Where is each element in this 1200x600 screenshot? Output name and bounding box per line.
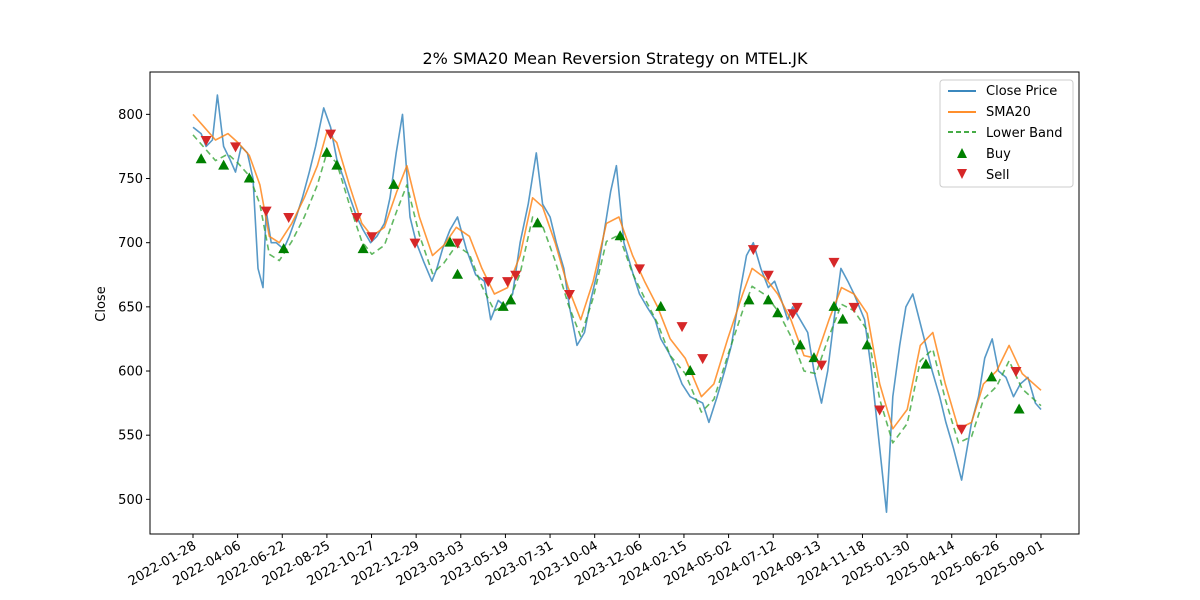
plot-area <box>192 94 1042 514</box>
buy-marker <box>808 352 820 363</box>
sell-marker <box>366 232 378 243</box>
buy-marker <box>497 300 509 311</box>
buy-marker <box>743 294 755 305</box>
buy-marker <box>762 294 774 305</box>
buy-marker <box>444 236 456 247</box>
legend-sell-marker <box>957 169 967 179</box>
sell-marker <box>848 302 860 313</box>
buy-marker <box>828 300 840 311</box>
buy-marker <box>861 339 873 350</box>
sell-marker <box>563 290 575 301</box>
sell-marker <box>697 354 709 365</box>
plot-frame <box>149 71 1080 535</box>
sell-marker <box>762 270 774 281</box>
legend-box <box>939 79 1074 188</box>
buy-marker <box>331 159 343 170</box>
sell-marker <box>325 129 337 140</box>
legend: Close Price SMA20 Lower Band Buy Sell <box>939 79 1074 188</box>
sell-marker <box>409 238 421 249</box>
legend-buy-label: Buy <box>986 147 1011 162</box>
sell-marker <box>502 277 514 288</box>
y-tick-label: 700 <box>118 236 143 251</box>
y-tick-label: 800 <box>118 108 143 123</box>
buy-marker <box>986 371 998 382</box>
legend-close-label: Close Price <box>986 84 1057 99</box>
buy-marker <box>505 294 517 305</box>
sell-marker <box>747 245 759 256</box>
buy-marker <box>614 230 626 241</box>
y-tick-label: 500 <box>118 493 143 508</box>
y-axis-label: Close <box>94 286 109 321</box>
sell-marker <box>874 405 886 416</box>
legend-sma-label: SMA20 <box>986 105 1031 120</box>
sell-marker <box>787 309 799 320</box>
buy-marker <box>388 178 400 189</box>
sell-marker <box>1010 367 1022 378</box>
sell-marker <box>260 206 272 217</box>
buy-marker <box>243 172 255 183</box>
sell-marker <box>283 213 295 224</box>
sell-marker <box>956 424 968 435</box>
chart-title: 2% SMA20 Mean Reversion Strategy on MTEL… <box>423 49 808 68</box>
sell-marker <box>676 322 688 333</box>
sell-marker <box>452 238 464 249</box>
sma20-line <box>192 113 1042 430</box>
buy-marker <box>684 365 696 376</box>
y-tick-label: 550 <box>118 429 143 444</box>
y-tick-label: 600 <box>118 365 143 380</box>
sell-marker <box>815 360 827 371</box>
legend-lower-label: Lower Band <box>986 126 1062 141</box>
buy-marker <box>837 313 849 324</box>
sell-marker <box>510 270 522 281</box>
y-tick-label: 650 <box>118 300 143 315</box>
buy-marker <box>532 217 544 228</box>
buy-marker <box>321 146 333 157</box>
legend-sell-label: Sell <box>986 168 1009 183</box>
legend-buy-marker <box>957 148 967 158</box>
buy-marker <box>920 358 932 369</box>
sell-marker <box>791 302 803 313</box>
buy-marker <box>452 268 464 279</box>
buy-marker <box>794 339 806 350</box>
buy-marker <box>357 243 369 254</box>
sell-marker <box>634 264 646 275</box>
y-tick-label: 750 <box>118 172 143 187</box>
sell-marker <box>351 213 363 224</box>
sell-marker <box>230 142 242 153</box>
buy-marker <box>772 307 784 318</box>
buy-marker <box>218 159 230 170</box>
buy-marker <box>278 243 290 254</box>
buy-marker <box>1013 403 1025 414</box>
buy-marker <box>195 153 207 164</box>
sell-marker <box>200 136 212 147</box>
sell-marker <box>828 257 840 268</box>
sell-marker <box>482 277 494 288</box>
buy-marker <box>655 300 667 311</box>
